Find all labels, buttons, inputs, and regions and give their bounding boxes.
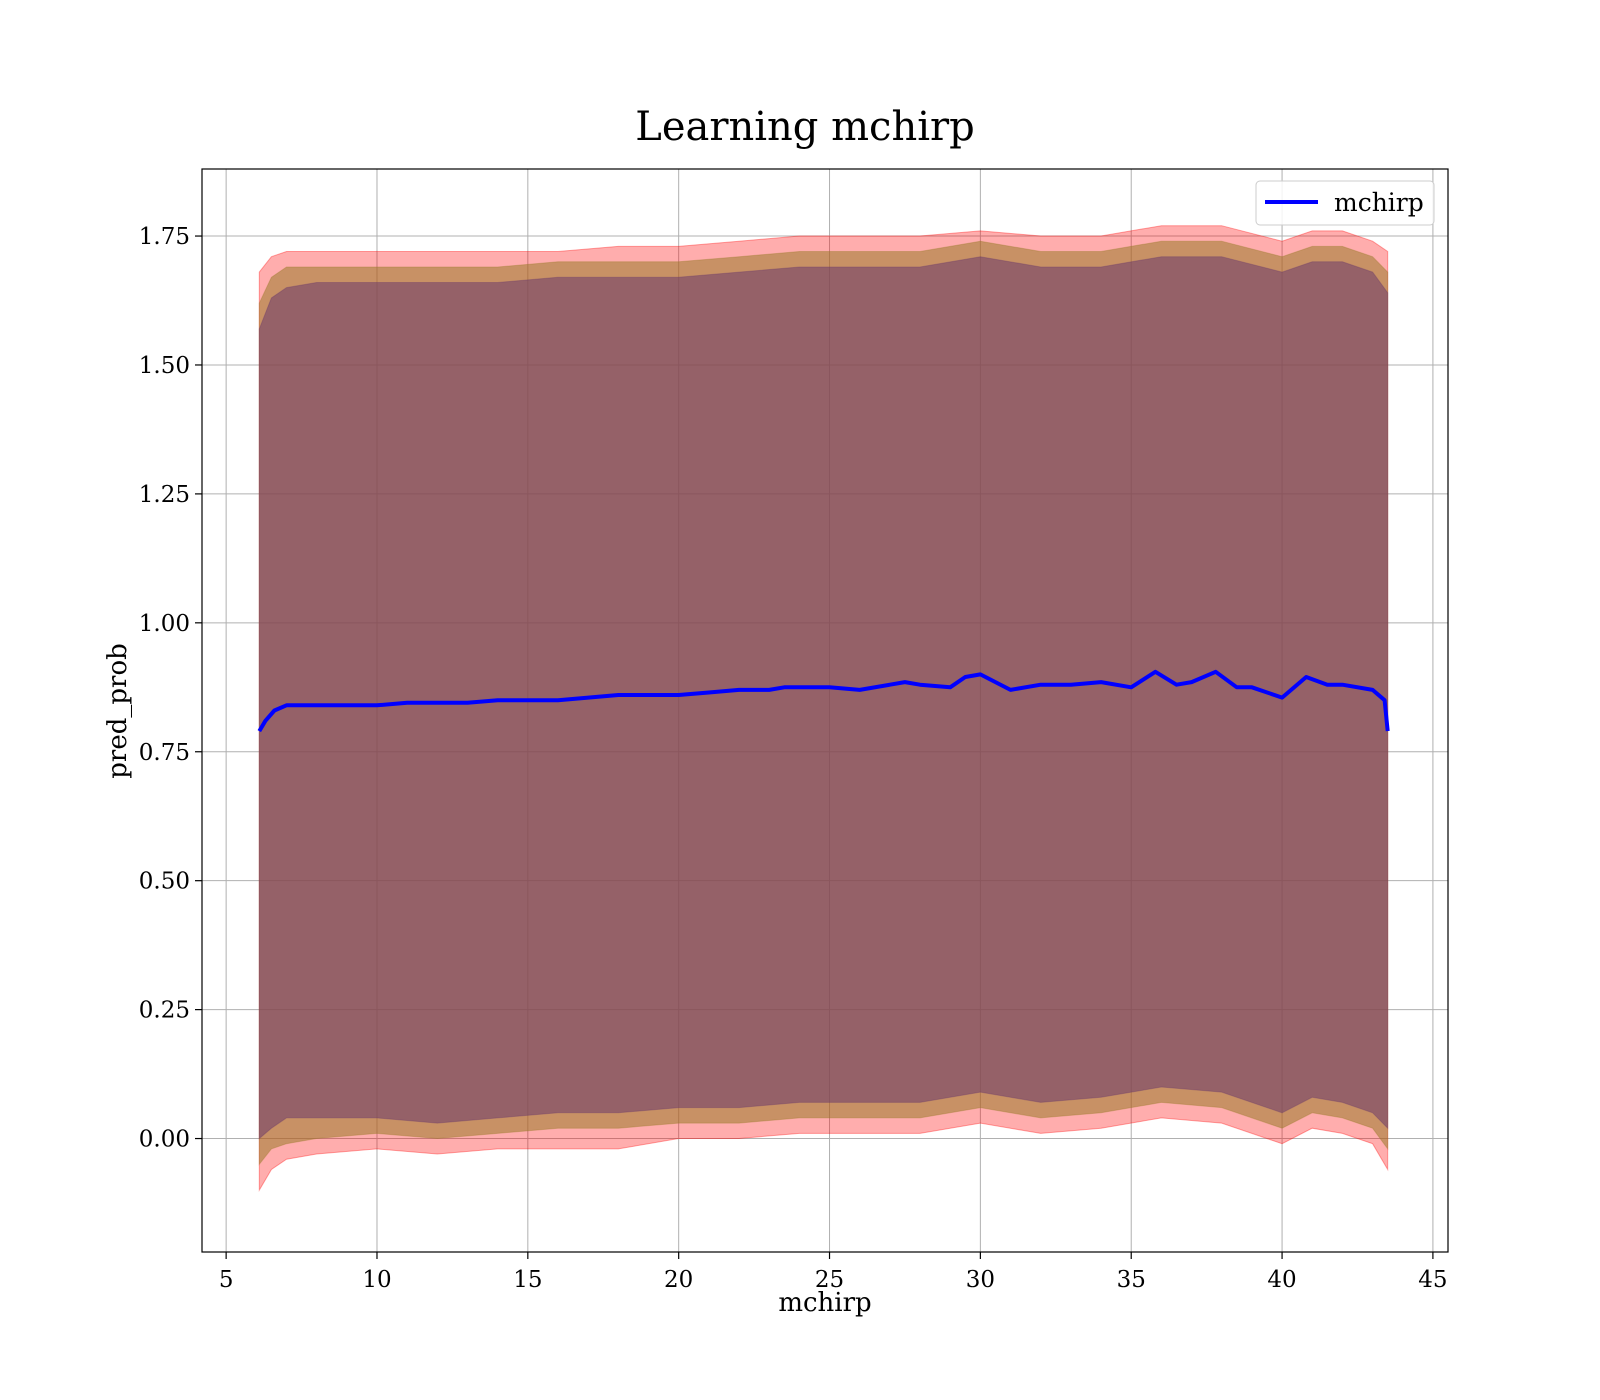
confidence-bands [258,225,1389,1192]
legend-label-mchirp: mchirp [1334,188,1424,217]
y-tick-label: 1.50 [139,353,190,379]
y-tick-label: 1.00 [139,611,190,637]
x-tick-label: 25 [815,1267,844,1293]
x-tick-label: 20 [664,1267,693,1293]
x-axis-label: mchirp [778,1288,871,1318]
legend-box [1255,180,1435,226]
y-tick-label: 0.75 [139,740,190,766]
axis-ticks: 5 10 15 20 25 30 35 40 45 0.00 0.25 0.50 0.75 1.00 1.2… [139,224,1448,1293]
y-tick-label: 0.00 [139,1127,190,1153]
band-area-2 [258,256,1389,1140]
series-line-mchirp [257,669,1390,733]
plot-frame [201,168,1449,1253]
series-lines [257,669,1390,733]
chart-title: Learning mchirp [635,104,974,150]
x-tick-label: 40 [1267,1267,1296,1293]
x-tick-label: 5 [219,1267,234,1293]
y-tick-label: 0.25 [139,998,190,1024]
x-tick-label: 45 [1418,1267,1447,1293]
legend: mchirp [1255,180,1435,226]
y-axis-label: pred_prob [103,643,133,778]
y-tick-label: 0.50 [139,869,190,895]
x-tick-label: 10 [362,1267,391,1293]
x-tick-label: 30 [966,1267,995,1293]
x-tick-label: 35 [1117,1267,1146,1293]
y-tick-label: 1.75 [139,224,190,250]
y-tick-label: 1.25 [139,482,190,508]
x-tick-label: 15 [513,1267,542,1293]
